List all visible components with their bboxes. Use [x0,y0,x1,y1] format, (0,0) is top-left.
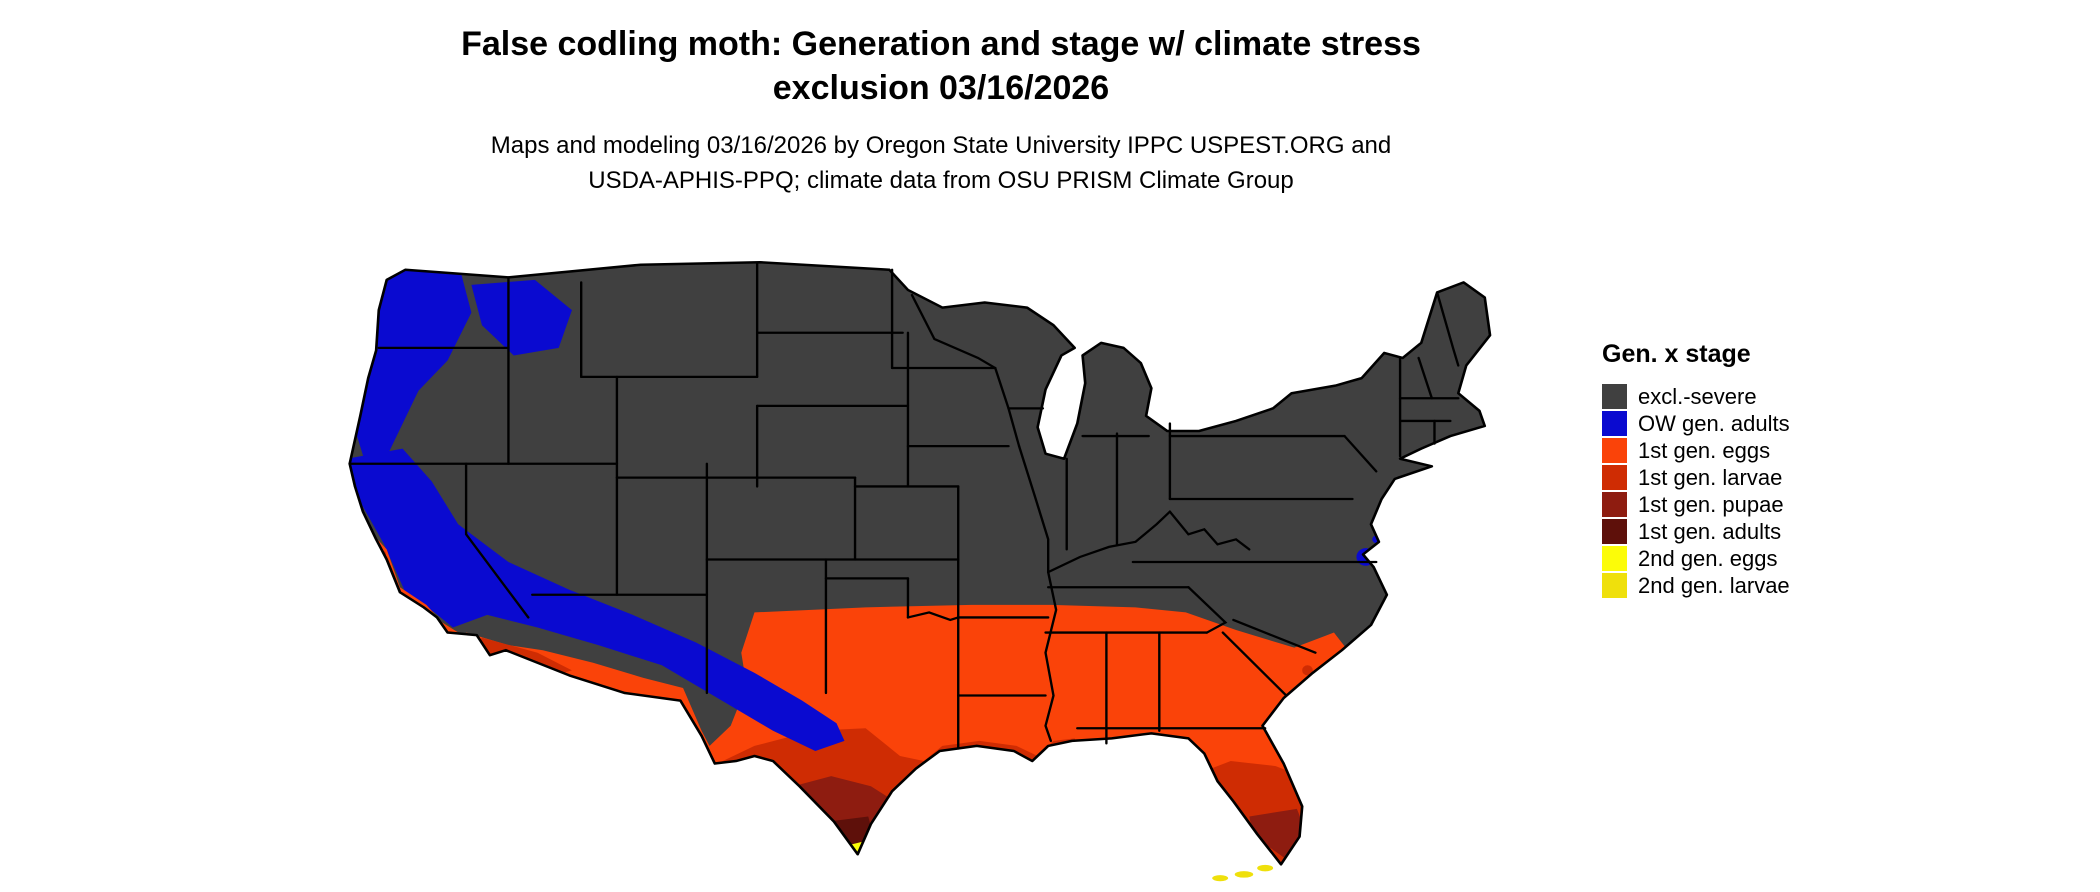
subtitle-line-2: USDA-APHIS-PPQ; climate data from OSU PR… [588,167,1294,194]
region-2nd-larvae-keys-2 [1234,871,1254,878]
legend-item-ow-adults: OW gen. adults [1602,410,1790,437]
legend-item-1st-pupae: 1st gen. pupae [1602,491,1790,518]
region-1st-larvae-carolina-speck [1302,665,1313,676]
legend-title: Gen. x stage [1602,340,1751,368]
subtitle-line-1: Maps and modeling 03/16/2026 by Oregon S… [490,132,1392,159]
legend-item-1st-eggs: 1st gen. eggs [1602,437,1790,464]
map-title: False codling moth: Generation and stage… [0,22,1882,110]
region-2nd-larvae-keys-3 [1212,875,1229,882]
florida-keys [1212,864,1274,882]
region-ow-adults-pacific-northwest [352,262,472,464]
legend-label-1st-pupae: 1st gen. pupae [1638,491,1784,517]
region-ow-adults-california-southwest-band [349,448,845,751]
region-2nd-larvae-keys-1 [1257,864,1274,872]
legend-item-1st-larvae: 1st gen. larvae [1602,464,1790,491]
legend-item-excl-severe: excl.-severe [1602,383,1790,410]
legend-item-2nd-larvae: 2nd gen. larvae [1602,572,1790,599]
us-outline [348,260,1492,866]
title-line-1: False codling moth: Generation and stage… [461,25,1421,63]
us-map-svg [348,260,1492,882]
legend-label-excl-severe: excl.-severe [1638,383,1757,409]
region-1st-pupae-south-florida [1249,808,1305,860]
region-ow-adults-inland-northwest [471,279,572,356]
legend-swatch-2nd-eggs [1602,546,1627,571]
us-map [310,232,1580,887]
legend: Gen. x stage excl.-severe OW gen. adults… [1602,340,1790,599]
legend-item-1st-adults: 1st gen. adults [1602,518,1790,545]
legend-label-1st-larvae: 1st gen. larvae [1638,464,1783,490]
legend-swatch-excl-severe [1602,384,1627,409]
legend-swatch-1st-eggs [1602,438,1627,463]
state-borders [348,262,1460,750]
map-subtitle: Maps and modeling 03/16/2026 by Oregon S… [0,128,1882,198]
legend-swatch-1st-pupae [1602,492,1627,517]
legend-label-1st-eggs: 1st gen. eggs [1638,437,1771,463]
legend-item-2nd-eggs: 2nd gen. eggs [1602,545,1790,572]
legend-swatch-1st-larvae [1602,465,1627,490]
legend-label-1st-adults: 1st gen. adults [1638,518,1782,544]
title-line-2: exclusion 03/16/2026 [772,69,1110,107]
legend-label-2nd-larvae: 2nd gen. larvae [1638,572,1790,598]
legend-swatch-1st-adults [1602,519,1627,544]
legend-label-ow-adults: OW gen. adults [1638,410,1790,436]
legend-swatch-2nd-larvae [1602,573,1627,598]
legend-label-2nd-eggs: 2nd gen. eggs [1638,545,1778,571]
legend-swatch-ow-adults [1602,411,1627,436]
